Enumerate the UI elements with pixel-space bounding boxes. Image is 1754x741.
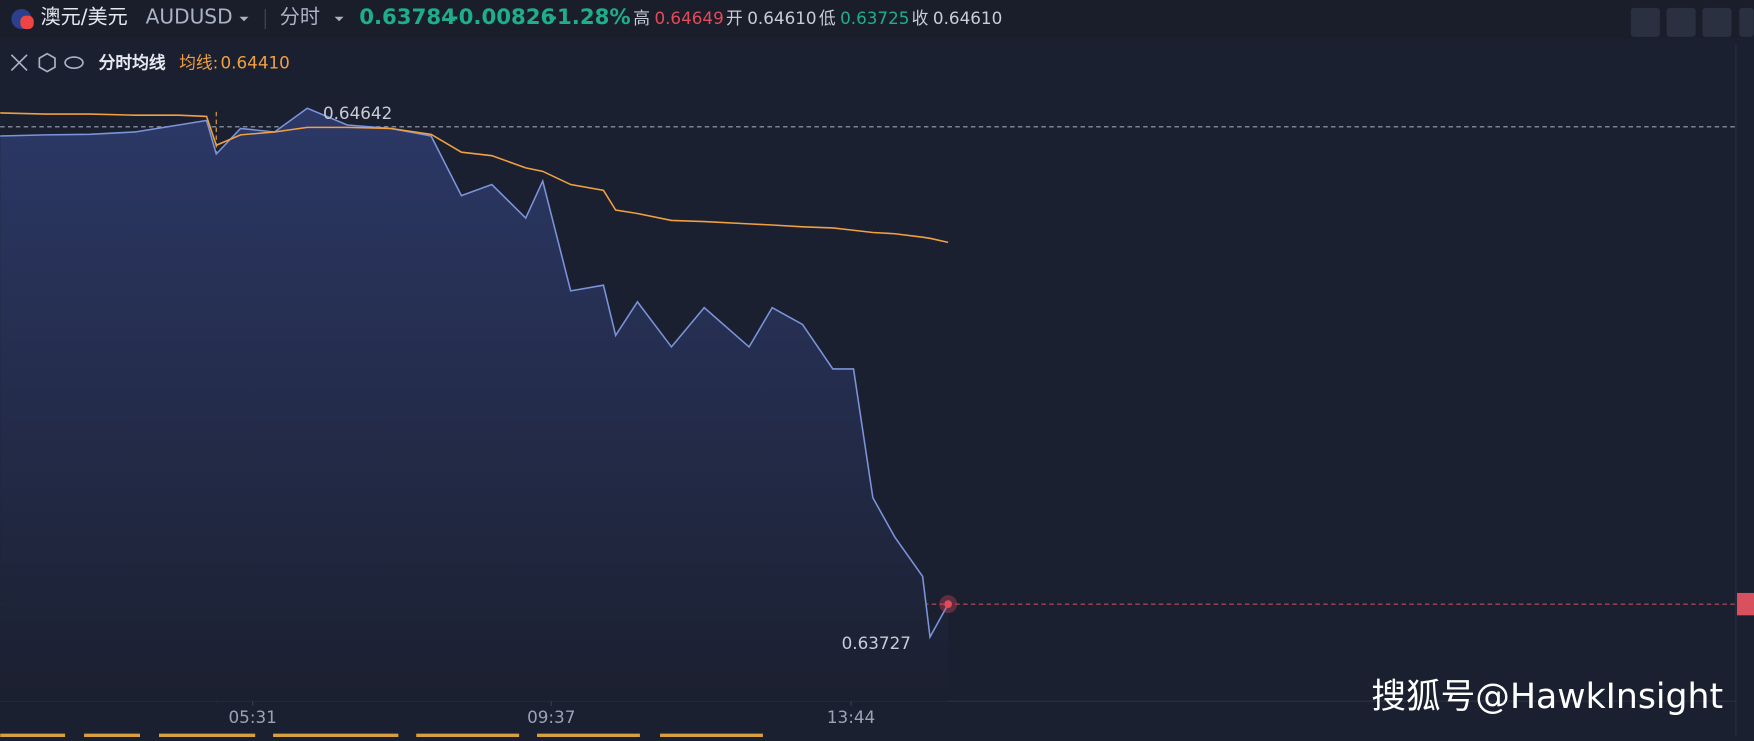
symbol[interactable]: 澳元/美元 (40, 4, 127, 28)
open-label: 开 (726, 8, 743, 28)
indicator-button[interactable] (1630, 7, 1660, 37)
price-area (0, 108, 949, 702)
high-label: 高 (633, 8, 650, 28)
change-pct: -1.28% (548, 5, 630, 30)
last-point (944, 600, 953, 609)
change: -0.00826 (450, 5, 556, 30)
price: 0.63784 (359, 5, 456, 30)
eye-icon[interactable] (64, 56, 84, 70)
price-line (0, 107, 949, 640)
x-tick-label: 05:31 (229, 707, 277, 727)
open: 0.64610 (747, 8, 816, 28)
mode[interactable]: 分时 (280, 4, 320, 28)
price-axis-marker (1737, 592, 1754, 616)
low-label: 低 (819, 8, 836, 28)
dropdown-arrow[interactable] (239, 16, 249, 22)
more-button[interactable] (1739, 7, 1754, 37)
indicator-name: 分时均线 (99, 53, 166, 73)
close: 0.64610 (933, 8, 1002, 28)
bottom-tabs (0, 733, 763, 737)
average-line (0, 112, 949, 244)
dropdown-arrow[interactable] (334, 16, 344, 22)
watermark: 搜狐号@HawkInsight (1371, 677, 1723, 717)
toolbar (1630, 7, 1754, 37)
top-bar (0, 0, 1754, 39)
indicator-label: 均线: (179, 53, 218, 73)
candle-button[interactable] (1702, 7, 1732, 37)
x-tick-label: 13:44 (827, 707, 875, 727)
indicator-value: 0.64410 (221, 53, 290, 73)
flag-icon (11, 8, 34, 30)
draw-button[interactable] (1666, 7, 1696, 37)
symbol-code[interactable]: AUDUSD (146, 4, 233, 28)
close-label: 收 (912, 8, 929, 28)
extreme-label: 0.63727 (842, 633, 911, 653)
high: 0.64649 (654, 8, 723, 28)
low: 0.63725 (840, 8, 909, 28)
extreme-label: 0.64642 (323, 103, 392, 123)
close-icon[interactable] (10, 54, 28, 72)
settings-icon[interactable] (38, 52, 56, 73)
x-tick-label: 09:37 (527, 707, 575, 727)
